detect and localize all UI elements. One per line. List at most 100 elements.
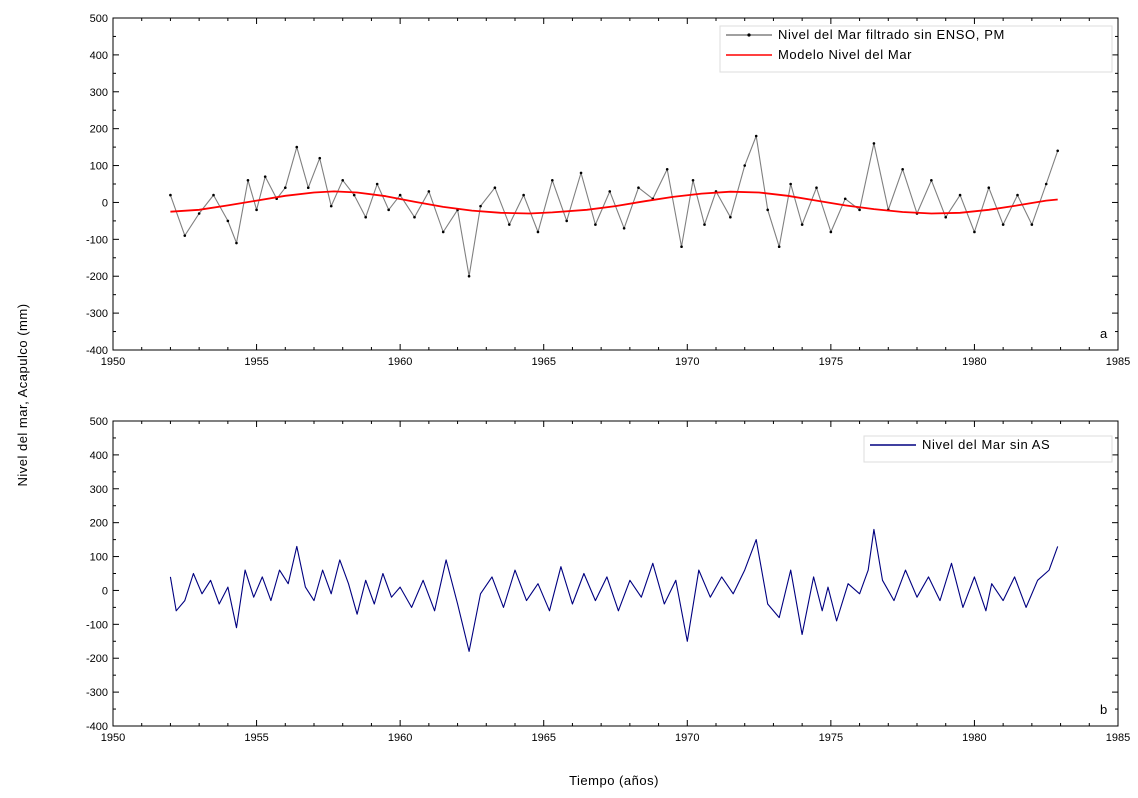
b-legend-label-1: Nivel del Mar sin AS [922, 437, 1050, 452]
panel-b: 1950 1955 1960 1965 1970 1975 1980 1985 -400 -300… [86, 416, 1130, 744]
a-series-point-1 [800, 223, 804, 226]
a-series-point-1 [608, 190, 612, 193]
a-series-point-1 [1001, 223, 1005, 226]
a-series-point-1 [246, 179, 250, 182]
a-series-point-1 [987, 186, 991, 189]
a-series-point-1 [703, 223, 706, 226]
a-series-point-1 [872, 142, 876, 145]
b-legend-box [863, 435, 1113, 463]
a-y-tick-label: 0 [102, 197, 108, 209]
a-x-tick-label: 1960 [388, 356, 412, 368]
a-series-point-1 [565, 219, 568, 223]
b-legend: Nivel del Mar sin AS [863, 435, 1113, 463]
a-legend: Nivel del Mar filtrado sin ENSO, PM Model… [719, 25, 1113, 73]
a-y-tick-label: 400 [90, 50, 108, 62]
a-series-point-1 [1044, 182, 1048, 186]
panel-a: 1950 1955 1960 1965 1970 1975 1980 1985 -400 -300… [86, 13, 1130, 368]
a-series-point-1 [958, 193, 962, 197]
a-series-point-1 [306, 186, 310, 189]
b-x-tick-label: 1985 [1106, 732, 1130, 744]
a-x-tick-label: 1980 [962, 356, 986, 368]
a-series-point-1 [1016, 193, 1019, 197]
x-axis-title: Tiempo (años) [569, 773, 659, 788]
a-series-point-1 [766, 208, 769, 212]
a-series-point-1 [295, 145, 299, 149]
a-series-point-1 [263, 175, 267, 178]
b-x-tick-label: 1965 [531, 732, 555, 744]
a-x-tick-label: 1955 [244, 356, 268, 368]
a-series-point-1 [680, 245, 683, 249]
a-series-point-1 [212, 193, 215, 197]
a-legend-label-1: Nivel del Mar filtrado sin ENSO, PM [778, 27, 1005, 42]
b-y-tick-label: -100 [86, 619, 108, 631]
a-series-point-1 [352, 193, 356, 197]
a-series-point-1 [1030, 223, 1034, 226]
b-panel-letter: b [1100, 702, 1107, 717]
a-series-point-1 [637, 186, 640, 189]
a-series-point-1 [493, 186, 497, 189]
b-y-tick-label: -200 [86, 653, 108, 665]
a-series-point-1 [197, 212, 201, 215]
a-series-point-1 [1056, 149, 1059, 153]
a-series-point-1 [789, 182, 792, 186]
a-x-tick-label: 1950 [101, 356, 125, 368]
a-series-point-1 [858, 208, 861, 212]
a-series-point-1 [364, 215, 367, 219]
a-series-point-1 [901, 167, 904, 171]
a-y-tick-label: 300 [90, 87, 108, 99]
a-series-point-1 [665, 167, 669, 171]
a-series-point-1 [973, 230, 976, 234]
a-y-tick-label: -100 [86, 234, 108, 246]
a-series-point-1 [594, 223, 597, 226]
a-series-point-1 [375, 182, 379, 186]
b-series-line-1 [169, 528, 1059, 652]
a-series-point-1 [930, 179, 933, 182]
b-x-tick-label: 1970 [675, 732, 699, 744]
a-series-point-1 [829, 230, 833, 234]
a-panel-letter: a [1100, 326, 1108, 341]
a-legend-label-2: Modelo Nivel del Mar [778, 47, 912, 62]
b-x-tick-label: 1960 [388, 732, 412, 744]
a-series-point-1 [551, 179, 554, 182]
a-series-point-1 [507, 223, 511, 226]
b-y-tick-label: 0 [102, 585, 108, 597]
a-series-point-1 [318, 156, 322, 160]
a-series-point-1 [441, 230, 445, 234]
b-y-tick-label: 500 [90, 416, 108, 428]
y-axis-title: Nivel del mar, Acapulco (mm) [15, 303, 30, 486]
a-y-tick-label: 500 [90, 13, 108, 25]
a-series-point-1 [329, 204, 333, 208]
a-legend-marker-1 [747, 33, 751, 37]
a-x-tick-label: 1970 [675, 356, 699, 368]
a-series-point-1 [579, 171, 583, 175]
a-series-point-1 [235, 241, 238, 245]
a-series-point-1 [283, 186, 287, 189]
a-series-point-1 [536, 230, 540, 234]
a-series-point-1 [754, 134, 758, 138]
a-series-point-1 [169, 193, 172, 197]
b-plot-frame [112, 420, 1119, 727]
b-x-tick-label: 1950 [101, 732, 125, 744]
a-series-point-1 [815, 186, 818, 189]
a-series-point-1 [777, 245, 781, 249]
a-x-tick-label: 1985 [1106, 356, 1130, 368]
a-series-point-1 [522, 193, 525, 197]
a-series-point-1 [341, 179, 345, 182]
b-y-tick-label: -400 [86, 721, 108, 733]
a-series-point-1 [843, 197, 847, 201]
a-x-tick-label: 1975 [819, 356, 843, 368]
a-series-point-1 [387, 208, 390, 212]
a-series-point-1 [479, 204, 482, 208]
b-y-tick-label: -300 [86, 687, 108, 699]
a-series-point-1 [944, 215, 948, 219]
a-series-point-1 [183, 234, 187, 237]
a-series-point-1 [398, 193, 402, 197]
a-series-line-2 [170, 190, 1058, 215]
b-y-tick-label: 400 [90, 450, 108, 462]
a-y-tick-label: 100 [90, 161, 108, 173]
a-series-point-1 [729, 215, 732, 219]
b-x-tick-label: 1980 [962, 732, 986, 744]
a-series-point-1 [413, 215, 416, 219]
